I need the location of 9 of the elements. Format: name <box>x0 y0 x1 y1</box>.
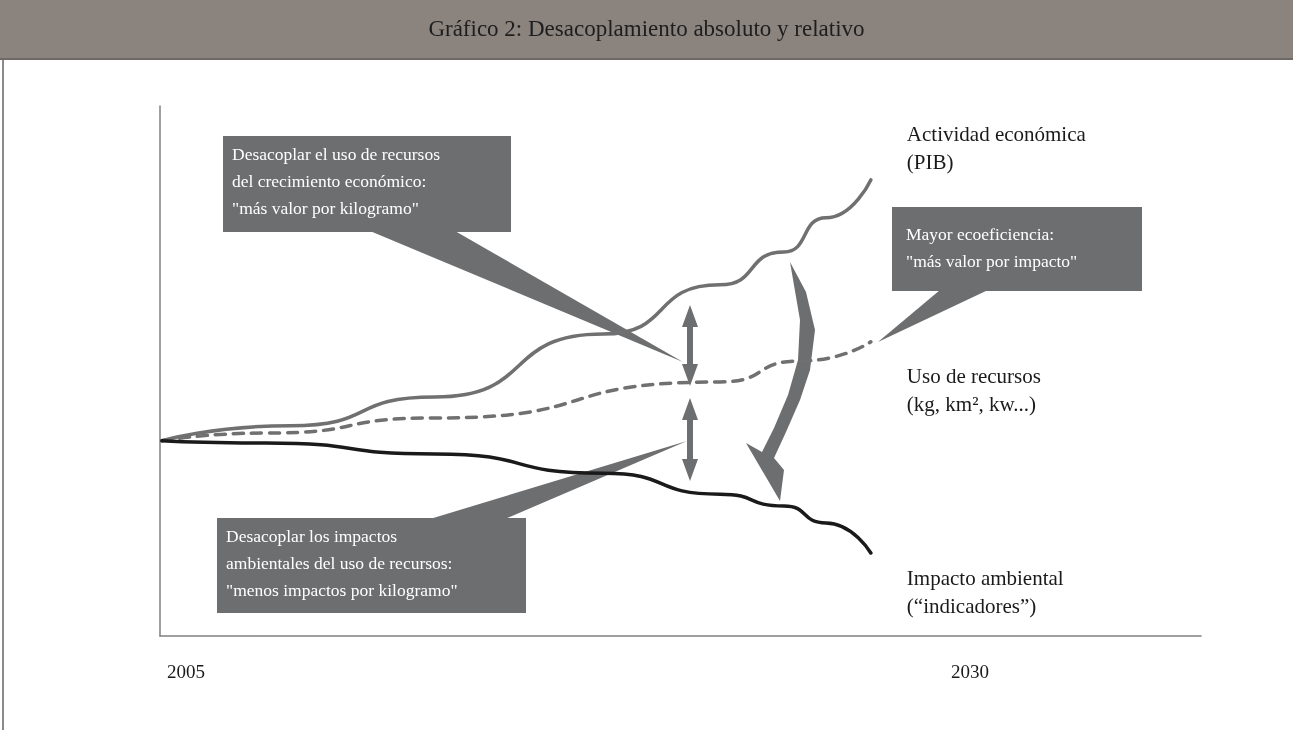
annotation: Desacoplar los impactos ambientales del uso de recursos: "menos impactos por kilogramo" <box>226 526 458 600</box>
annotation: Desacoplar el uso de recursos del crecimiento económico: "más valor por kilogramo" <box>232 144 441 218</box>
x-tick-label: 2030 <box>950 661 989 682</box>
series-label: Actividad económica (PIB) <box>906 121 1087 174</box>
text: Uso de recursos (kg, km², kw...) <box>906 363 1041 416</box>
x-tick-label: 2005 <box>167 661 206 682</box>
series-label: Impacto ambiental (“indicadores”) <box>906 565 1064 618</box>
chart-title: Gráfico 2: Desacoplamiento absoluto y relativo <box>0 0 1293 60</box>
annotation: Mayor ecoeficiencia: "más valor por impacto" <box>906 224 1078 271</box>
